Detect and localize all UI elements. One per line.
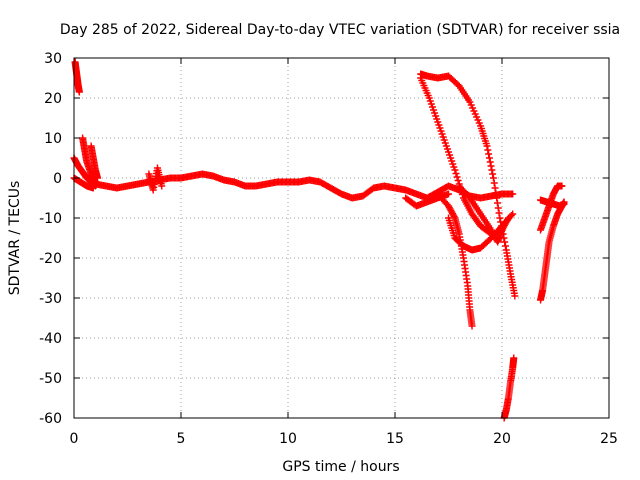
data-point [488, 166, 496, 174]
data-point [489, 174, 497, 182]
data-point [494, 204, 502, 212]
data-point [468, 322, 476, 330]
data-point [560, 200, 568, 208]
y-tick-label: -20 [39, 251, 62, 267]
series-late-cross [455, 182, 512, 246]
chart-title: Day 285 of 2022, Sidereal Day-to-day VTE… [60, 22, 620, 38]
data-point [493, 199, 501, 207]
data-point [504, 214, 512, 222]
data-point [491, 184, 499, 192]
data-point [493, 194, 501, 202]
data-point [489, 170, 497, 178]
data-point [453, 173, 461, 181]
data-point [496, 214, 504, 222]
y-tick-label: 20 [44, 91, 62, 107]
x-tick-label: 15 [386, 431, 404, 447]
data-point [485, 154, 493, 162]
series-late-flat [537, 196, 568, 210]
data-point [504, 216, 512, 223]
y-tick-label: 30 [44, 51, 62, 67]
plot-frame [73, 57, 610, 419]
y-tick-label: -40 [39, 331, 62, 347]
data-point [487, 162, 495, 170]
axis-ticks [73, 57, 610, 419]
data-point [450, 213, 458, 220]
x-tick-label: 10 [279, 431, 297, 447]
data-point [454, 177, 462, 184]
data-point [94, 174, 102, 182]
data-point [483, 142, 491, 150]
y-tick-label: 10 [44, 131, 62, 147]
x-tick-label: 25 [600, 431, 618, 447]
data-point [75, 88, 83, 96]
data-point [158, 182, 166, 190]
y-tick-label: 0 [53, 171, 62, 187]
data-point [509, 190, 517, 198]
data-point [451, 166, 459, 174]
data-point [490, 179, 498, 187]
data-point [501, 238, 509, 246]
x-tick-label: 0 [70, 431, 79, 447]
data-point [485, 150, 493, 158]
series-early-descent-d [70, 174, 97, 192]
series-spike-3-4 [145, 164, 166, 194]
series-early-descent-c [87, 142, 102, 182]
series-early-high [71, 58, 83, 96]
data-point [484, 146, 492, 154]
data-point [89, 184, 97, 192]
data-points [70, 58, 568, 422]
data-point [495, 209, 503, 217]
y-tick-label: -30 [39, 291, 62, 307]
y-tick-labels: -60 -50 -40 -30 -20 -10 0 10 20 30 [39, 51, 62, 427]
data-point [452, 170, 460, 177]
y-tick-label: -50 [39, 371, 62, 387]
data-point [445, 190, 452, 198]
series-bottom-rise [500, 354, 518, 422]
x-tick-label: 5 [177, 431, 186, 447]
data-point [511, 292, 519, 300]
data-point [492, 189, 500, 197]
x-axis-label: GPS time / hours [282, 459, 399, 475]
data-point [509, 210, 517, 218]
x-tick-labels: 0 5 10 15 20 25 [70, 431, 618, 447]
y-tick-label: -10 [39, 211, 62, 227]
data-point [558, 182, 566, 190]
x-tick-label: 20 [493, 431, 511, 447]
y-axis-label: SDTVAR / TECUs [7, 181, 23, 296]
data-point [501, 242, 509, 250]
data-point [486, 158, 494, 166]
data-point [510, 354, 518, 362]
y-tick-label: -60 [39, 411, 62, 427]
